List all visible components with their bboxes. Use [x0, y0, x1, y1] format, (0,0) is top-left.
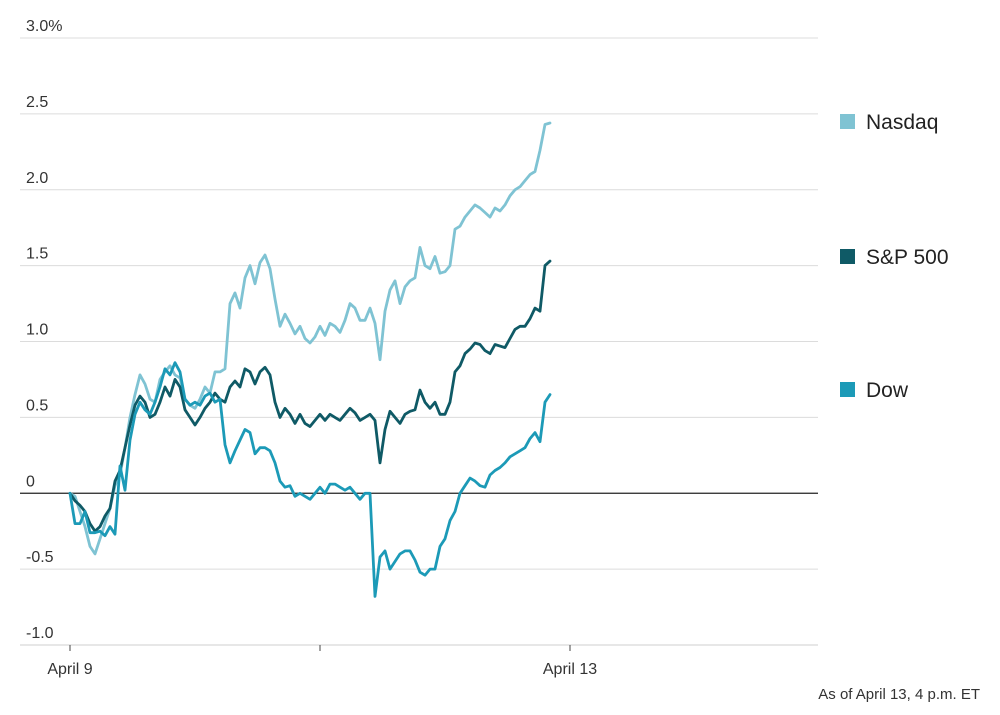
legend-swatch — [840, 114, 855, 129]
y-tick-label: -0.5 — [26, 549, 54, 566]
legend-label: Nasdaq — [866, 111, 938, 134]
legend-item: S&P 500 — [840, 246, 949, 269]
legend-item: Nasdaq — [840, 111, 938, 134]
series-line-dow — [68, 361, 552, 598]
y-tick-label: 2.5 — [26, 94, 48, 111]
x-tick-label: April 13 — [543, 661, 597, 678]
legend-item: Dow — [840, 379, 909, 402]
legend-label: Dow — [866, 379, 909, 402]
series-line-s-p-500 — [68, 259, 552, 533]
y-tick-label: 1.5 — [26, 246, 48, 263]
series-lines — [68, 121, 552, 598]
legend-swatch — [840, 249, 855, 264]
y-tick-label: 0 — [26, 473, 35, 490]
legend-swatch — [840, 382, 855, 397]
y-tick-label: 0.5 — [26, 397, 48, 414]
x-axis: April 9 April 13 — [20, 644, 818, 678]
y-tick-label: 1.0 — [26, 322, 48, 339]
y-tick-label: 3.0% — [26, 18, 62, 35]
y-tick-label: 2.0 — [26, 170, 48, 187]
x-tick-label: April 9 — [47, 661, 92, 678]
y-tick-label: -1.0 — [26, 625, 54, 642]
legend: Nasdaq S&P 500 Dow — [840, 111, 949, 402]
footnote: As of April 13, 4 p.m. ET — [818, 686, 980, 703]
legend-label: S&P 500 — [866, 246, 949, 269]
y-axis-tick-labels: 3.0% 2.5 2.0 1.5 1.0 0.5 0 -0.5 -1.0 — [26, 18, 62, 642]
series-line-nasdaq — [68, 121, 552, 556]
gridlines — [20, 37, 818, 646]
